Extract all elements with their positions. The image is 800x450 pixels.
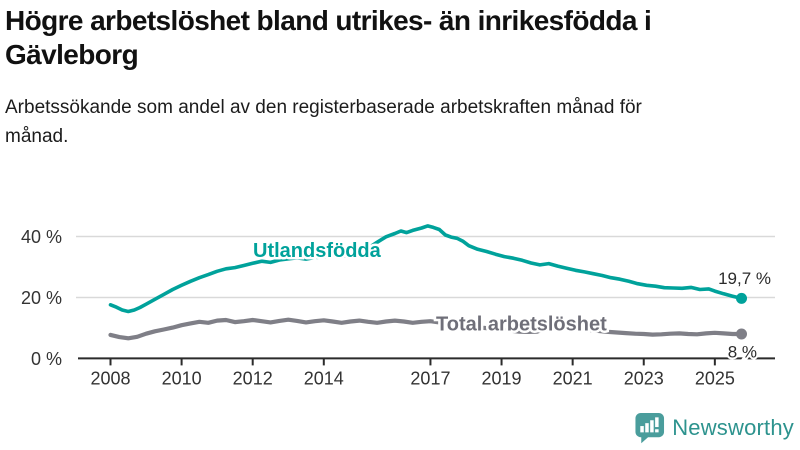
series-end-dot-total — [736, 328, 748, 340]
series-line-utlandsfodda — [108, 224, 744, 314]
y-tick-label: 40 % — [21, 227, 62, 247]
series-end-dot-utlandsfodda — [736, 292, 748, 304]
x-tick-label: 2014 — [304, 368, 344, 388]
end-value-label-total: 8 % — [728, 343, 757, 362]
y-tick-label: 0 % — [31, 349, 62, 369]
x-tick-label: 2010 — [162, 368, 202, 388]
newsworthy-wordmark: Newsworthy — [672, 415, 794, 440]
series-label-total: Total arbetslöshet — [436, 314, 607, 336]
chart-title: Högre arbetslöshet bland utrikes- än inr… — [5, 5, 652, 70]
x-tick-label: 2012 — [233, 368, 273, 388]
newsworthy-logo-icon — [634, 412, 665, 444]
x-tick-label: 2025 — [695, 368, 735, 388]
x-tick-label: 2021 — [553, 368, 593, 388]
chart-header: Högre arbetslöshet bland utrikes- än inr… — [5, 4, 797, 151]
x-tick-label: 2017 — [410, 368, 450, 388]
newsworthy-brand: Newsworthy — [634, 412, 794, 444]
series-line-total — [108, 317, 744, 341]
x-tick-label: 2008 — [90, 368, 130, 388]
x-tick-label: 2019 — [482, 368, 522, 388]
chart-subtitle: Arbetssökande som andel av den registerb… — [5, 97, 642, 147]
x-tick-label: 2023 — [624, 368, 664, 388]
series-label-utlandsfodda: Utlandsfödda — [253, 240, 382, 262]
chart-svg: 0 % 20 % 40 % 2008 2010 2012 2014 2017 2019 2021 2… — [21, 224, 775, 388]
line-chart: 0 % 20 % 40 % 2008 2010 2012 2014 2017 2019 2021 2… — [0, 200, 800, 400]
y-tick-label: 20 % — [21, 288, 62, 308]
end-value-label-utlandsfodda: 19,7 % — [718, 269, 771, 288]
